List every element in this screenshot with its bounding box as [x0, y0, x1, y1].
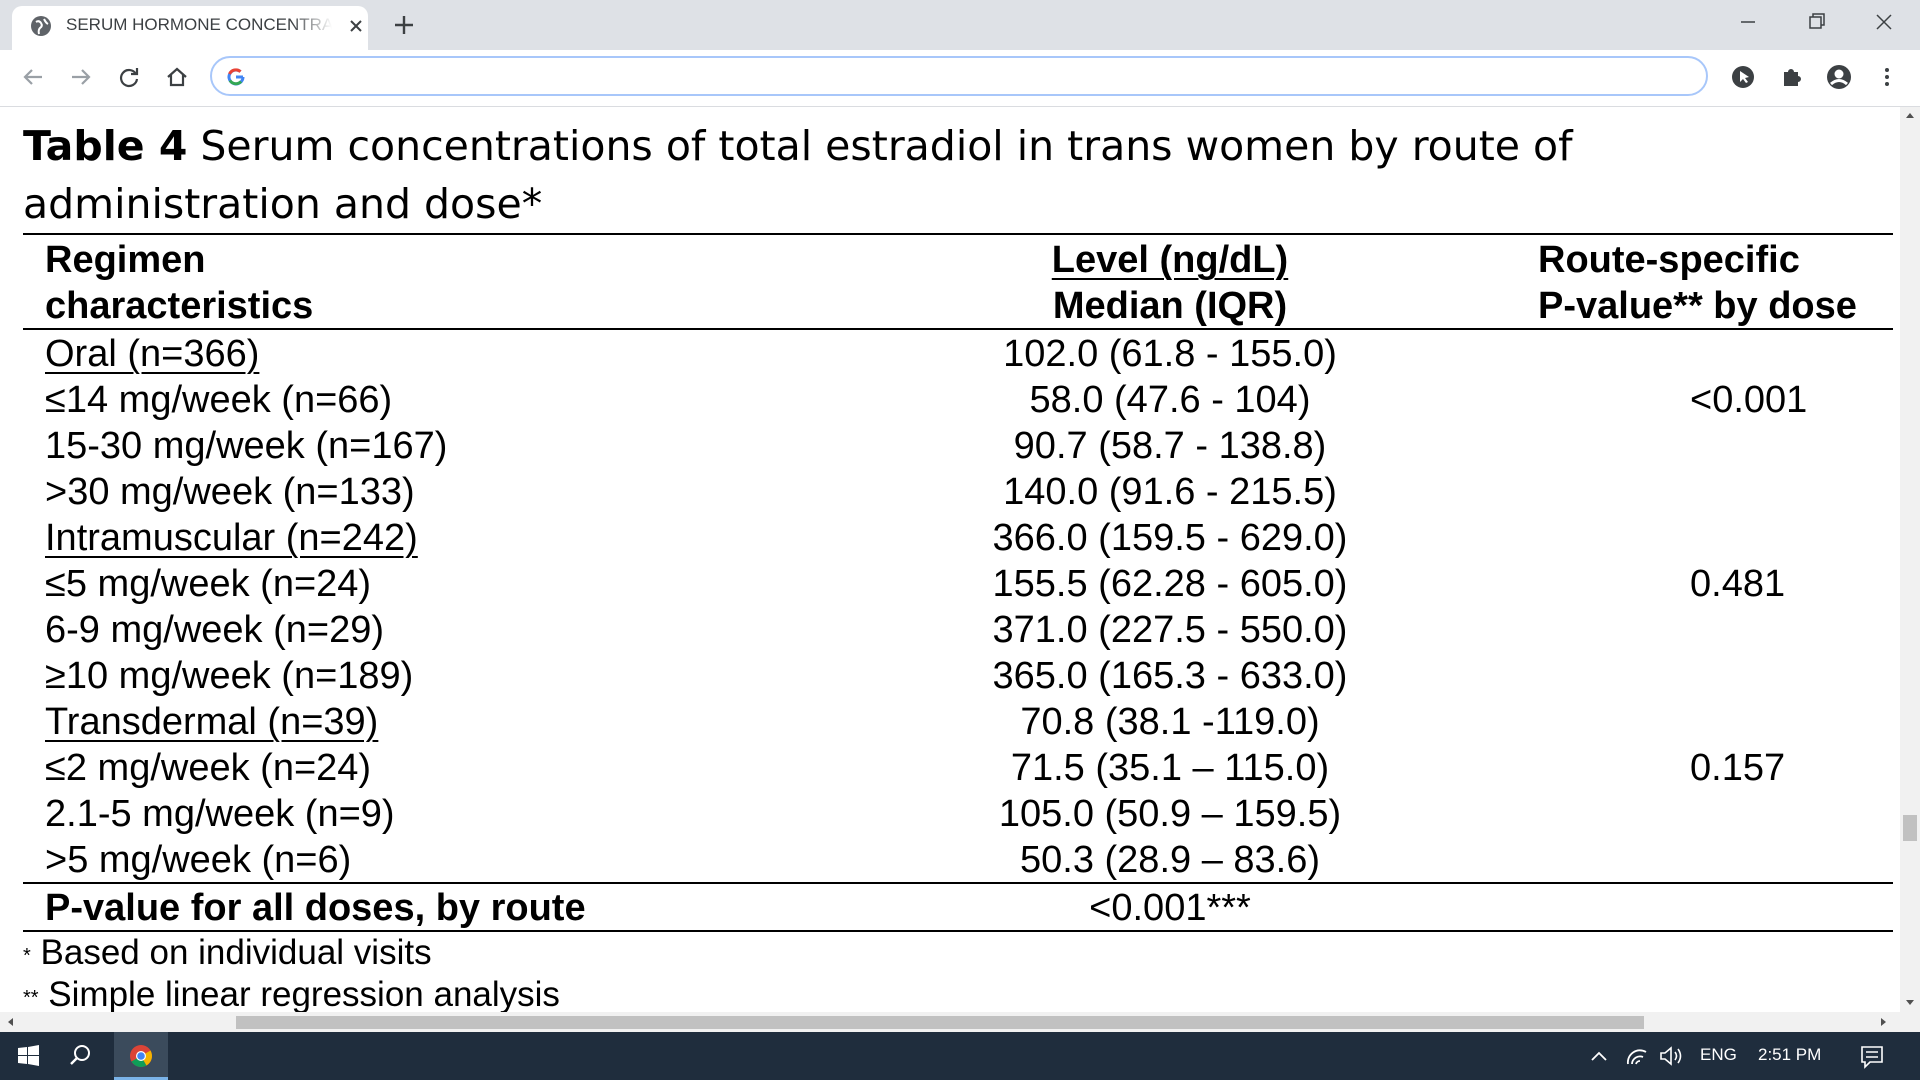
- body-bottom-rule: [23, 882, 1893, 884]
- caption-label: Table 4: [23, 122, 188, 170]
- table-bottom-rule: [23, 930, 1893, 932]
- page-content: Table 4 Serum concentrations of total es…: [0, 107, 1900, 1012]
- language-indicator[interactable]: ENG: [1700, 1045, 1737, 1064]
- google-icon: [227, 68, 245, 86]
- dose-row-label: ≤5 mg/week (n=24): [45, 563, 372, 605]
- route-row-label: Oral (n=366): [45, 333, 260, 375]
- volume-icon[interactable]: [1656, 1032, 1686, 1080]
- forward-icon[interactable]: [66, 62, 96, 92]
- row-median-value: 155.5 (62.28 - 605.0): [992, 563, 1348, 605]
- footnote-2: ** Simple linear regression analysis: [23, 975, 560, 1012]
- address-input[interactable]: [258, 62, 1662, 92]
- dose-row-label: 2.1-5 mg/week (n=9): [45, 793, 395, 835]
- browser-toolbar: [0, 50, 1920, 107]
- caption-text: Serum concentrations of total estradiol …: [23, 122, 1573, 228]
- scroll-left-icon[interactable]: [6, 1017, 14, 1027]
- taskbar-chrome-button[interactable]: [114, 1032, 168, 1080]
- header-col1-line1: Regimen: [45, 239, 206, 281]
- tab-title: SERUM HORMONE CONCENTRATIONS: [66, 15, 332, 34]
- row-p-value: 0.481: [1690, 563, 1786, 605]
- cursor-extension-icon[interactable]: [1728, 62, 1758, 92]
- profile-icon[interactable]: [1824, 62, 1854, 92]
- row-median-value: 102.0 (61.8 - 155.0): [1003, 333, 1337, 375]
- taskbar: ENG 2:51 PM: [0, 1032, 1920, 1080]
- browser-tab[interactable]: SERUM HORMONE CONCENTRATIONS: [12, 6, 368, 50]
- minimize-icon[interactable]: [1728, 8, 1768, 36]
- horizontal-scrollbar[interactable]: [0, 1012, 1900, 1032]
- footnote-1: * Based on individual visits: [23, 933, 432, 972]
- dose-row-label: ≥10 mg/week (n=189): [45, 655, 414, 697]
- table-caption: Table 4 Serum concentrations of total es…: [23, 117, 1883, 233]
- total-value: <0.001***: [1089, 887, 1251, 929]
- row-median-value: 50.3 (28.9 – 83.6): [1020, 839, 1320, 881]
- scroll-right-icon[interactable]: [1880, 1017, 1888, 1027]
- chrome-icon: [130, 1045, 152, 1067]
- wifi-icon[interactable]: [1622, 1032, 1652, 1080]
- row-p-value: <0.001: [1690, 379, 1808, 421]
- header-col2-line1: Level (ng/dL): [1051, 239, 1289, 281]
- close-window-icon[interactable]: [1864, 8, 1904, 36]
- chevron-up-icon[interactable]: [1586, 1032, 1612, 1080]
- home-icon[interactable]: [162, 62, 192, 92]
- notifications-icon[interactable]: [1856, 1032, 1888, 1080]
- row-median-value: 71.5 (35.1 – 115.0): [1010, 747, 1330, 789]
- row-median-value: 58.0 (47.6 - 104): [1029, 379, 1311, 421]
- row-median-value: 366.0 (159.5 - 629.0): [992, 517, 1348, 559]
- vertical-scrollbar[interactable]: [1900, 107, 1920, 1012]
- route-row-label: Intramuscular (n=242): [45, 517, 418, 559]
- windows-start-icon[interactable]: [10, 1032, 46, 1080]
- row-median-value: 140.0 (91.6 - 215.5): [1003, 471, 1337, 513]
- header-bottom-rule: [23, 328, 1893, 330]
- menu-icon[interactable]: [1872, 62, 1902, 92]
- search-icon[interactable]: [62, 1032, 98, 1080]
- row-median-value: 371.0 (227.5 - 550.0): [992, 609, 1348, 651]
- dose-row-label: >30 mg/week (n=133): [45, 471, 415, 513]
- header-col1-line2: characteristics: [45, 285, 314, 327]
- clock[interactable]: 2:51 PM: [1758, 1045, 1822, 1064]
- scroll-down-icon[interactable]: [1905, 999, 1915, 1007]
- globe-icon: [31, 16, 51, 36]
- row-median-value: 70.8 (38.1 -119.0): [1020, 701, 1320, 743]
- restore-icon[interactable]: [1796, 8, 1836, 36]
- dose-row-label: ≤2 mg/week (n=24): [45, 747, 372, 789]
- dose-row-label: >5 mg/week (n=6): [45, 839, 352, 881]
- row-median-value: 365.0 (165.3 - 633.0): [992, 655, 1348, 697]
- close-tab-icon[interactable]: [346, 16, 366, 36]
- scrollbar-corner: [1900, 1012, 1920, 1032]
- header-col3-line2: P-value** by dose: [1538, 285, 1857, 327]
- table-top-rule: [23, 233, 1893, 235]
- dose-row-label: 15-30 mg/week (n=167): [45, 425, 448, 467]
- tab-strip: SERUM HORMONE CONCENTRATIONS: [0, 0, 1920, 50]
- header-col3-line1: Route-specific: [1538, 239, 1800, 281]
- row-median-value: 90.7 (58.7 - 138.8): [1013, 425, 1327, 467]
- route-row-label: Transdermal (n=39): [45, 701, 379, 743]
- header-col2-line2: Median (IQR): [1052, 285, 1288, 327]
- horizontal-scroll-thumb[interactable]: [236, 1016, 1644, 1029]
- scroll-up-icon[interactable]: [1905, 111, 1915, 119]
- dose-row-label: ≤14 mg/week (n=66): [45, 379, 393, 421]
- dose-row-label: 6-9 mg/week (n=29): [45, 609, 384, 651]
- reload-icon[interactable]: [114, 62, 144, 92]
- total-label: P-value for all doses, by route: [45, 887, 586, 929]
- row-p-value: 0.157: [1690, 747, 1786, 789]
- row-median-value: 105.0 (50.9 – 159.5): [998, 793, 1342, 835]
- address-bar[interactable]: [210, 56, 1708, 96]
- vertical-scroll-thumb[interactable]: [1903, 815, 1917, 841]
- back-icon[interactable]: [18, 62, 48, 92]
- new-tab-icon[interactable]: [390, 11, 418, 39]
- extensions-icon[interactable]: [1776, 62, 1806, 92]
